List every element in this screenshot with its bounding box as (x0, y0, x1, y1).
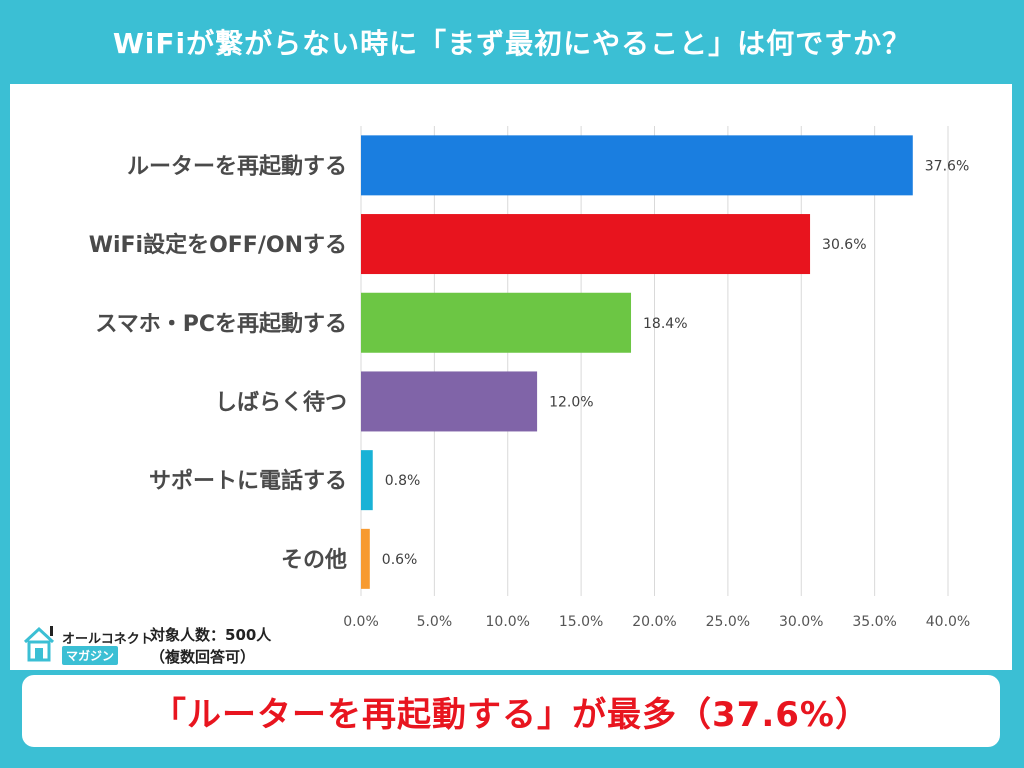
x-tick-label: 5.0% (417, 614, 453, 630)
chart-title: WiFiが繋がらない時に「まず最初にやること」は何ですか？ (112, 27, 912, 60)
data-label: 0.8% (385, 473, 421, 489)
sample-size: 対象人数：500人 (150, 626, 272, 644)
category-label: スマホ・PCを再起動する (95, 312, 347, 337)
brand-subname: マガジン (62, 646, 119, 665)
house-logo-icon (23, 626, 55, 662)
bar (361, 528, 370, 589)
bar-chart: 0.0% 5.0% 10.0% 15.0% 20.0% 25.0% 30.0% 35.0% 40… (89, 126, 970, 630)
x-tick-label: 10.0% (486, 614, 530, 630)
x-tick-label: 0.0% (343, 614, 379, 630)
category-label: しばらく待つ (215, 389, 347, 415)
category-label: その他 (281, 548, 347, 573)
category-label: サポートに電話する (149, 468, 347, 494)
brand-name: オールコネクト (62, 632, 153, 647)
data-label: 30.6% (822, 237, 866, 253)
brand-logo: オールコネクト マガジン 対象人数：500人 （複数回答可） (22, 622, 322, 670)
data-label: 12.0% (549, 394, 593, 410)
bar (361, 135, 913, 196)
title-bar: WiFiが繋がらない時に「まず最初にやること」は何ですか？ (0, 0, 1024, 84)
data-label: 0.6% (382, 552, 418, 568)
data-label: 37.6% (925, 158, 969, 174)
bar (361, 371, 538, 432)
x-tick-label: 30.0% (779, 614, 823, 630)
category-label: WiFi設定をOFF/ONする (89, 232, 347, 258)
category-label: ルーターを再起動する (127, 154, 347, 179)
x-tick-label: 25.0% (706, 614, 750, 630)
chart-panel: 0.0% 5.0% 10.0% 15.0% 20.0% 25.0% 30.0% 35.0% 40… (10, 84, 1012, 670)
multi-answer-note: （複数回答可） (150, 648, 256, 666)
x-tick-label: 20.0% (632, 614, 676, 630)
data-label: 18.4% (643, 316, 687, 332)
bar (361, 214, 811, 275)
summary-box: 「ルーターを再起動する」が最多（37.6%） (22, 675, 1000, 747)
bar (361, 292, 632, 353)
x-tick-label: 15.0% (559, 614, 603, 630)
summary-text: 「ルーターを再起動する」が最多（37.6%） (152, 694, 870, 735)
x-tick-label: 40.0% (926, 614, 970, 630)
x-tick-label: 35.0% (852, 614, 896, 630)
bar (361, 450, 373, 511)
